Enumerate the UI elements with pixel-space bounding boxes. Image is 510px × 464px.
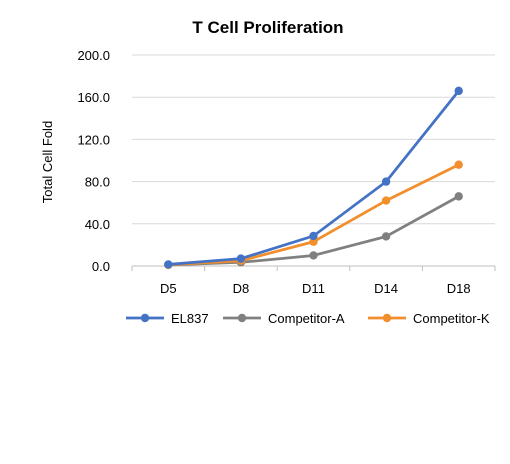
data-point xyxy=(381,177,391,186)
chart-title: T Cell Proliferation xyxy=(192,18,343,37)
x-tick-label: D14 xyxy=(374,281,398,296)
legend-swatch-marker xyxy=(382,313,392,323)
data-point xyxy=(454,86,463,96)
x-tick-label: D5 xyxy=(160,281,177,296)
x-tick-label: D18 xyxy=(447,281,471,296)
data-point xyxy=(381,232,391,241)
legend-label: Competitor-A xyxy=(268,311,345,326)
x-tick-label: D8 xyxy=(233,281,250,296)
legend: EL837 Competitor-A Competitor-K xyxy=(126,311,490,326)
y-tick-label: 80.0 xyxy=(85,175,110,190)
x-tick-label: D11 xyxy=(302,281,325,296)
y-tick-label: 120.0 xyxy=(77,132,110,147)
y-tick-label: 200.0 xyxy=(77,48,110,63)
legend-swatch-marker xyxy=(237,313,247,323)
data-point xyxy=(309,251,318,260)
data-point xyxy=(454,192,463,201)
data-point xyxy=(164,260,173,269)
data-series xyxy=(164,86,463,270)
legend-label: EL837 xyxy=(171,311,209,326)
gridlines xyxy=(132,54,495,225)
legend-swatch-marker xyxy=(140,313,150,323)
data-point xyxy=(309,237,318,246)
series-line-competitor-k xyxy=(166,163,461,267)
y-tick-label: 40.0 xyxy=(85,217,110,232)
legend-label: Competitor-K xyxy=(413,311,490,326)
y-axis-label: Total Cell Fold xyxy=(40,121,55,203)
axes xyxy=(131,265,496,271)
y-tick-label: 0.0 xyxy=(92,259,110,274)
x-tick-labels: D5 D8 D11 D14 D18 xyxy=(160,281,471,296)
data-point xyxy=(309,231,318,241)
y-tick-label: 160.0 xyxy=(77,90,110,105)
data-point xyxy=(236,254,246,263)
data-point xyxy=(381,196,391,205)
data-point xyxy=(454,160,463,169)
y-tick-labels: 0.0 40.0 80.0 120.0 160.0 200.0 xyxy=(77,48,110,274)
